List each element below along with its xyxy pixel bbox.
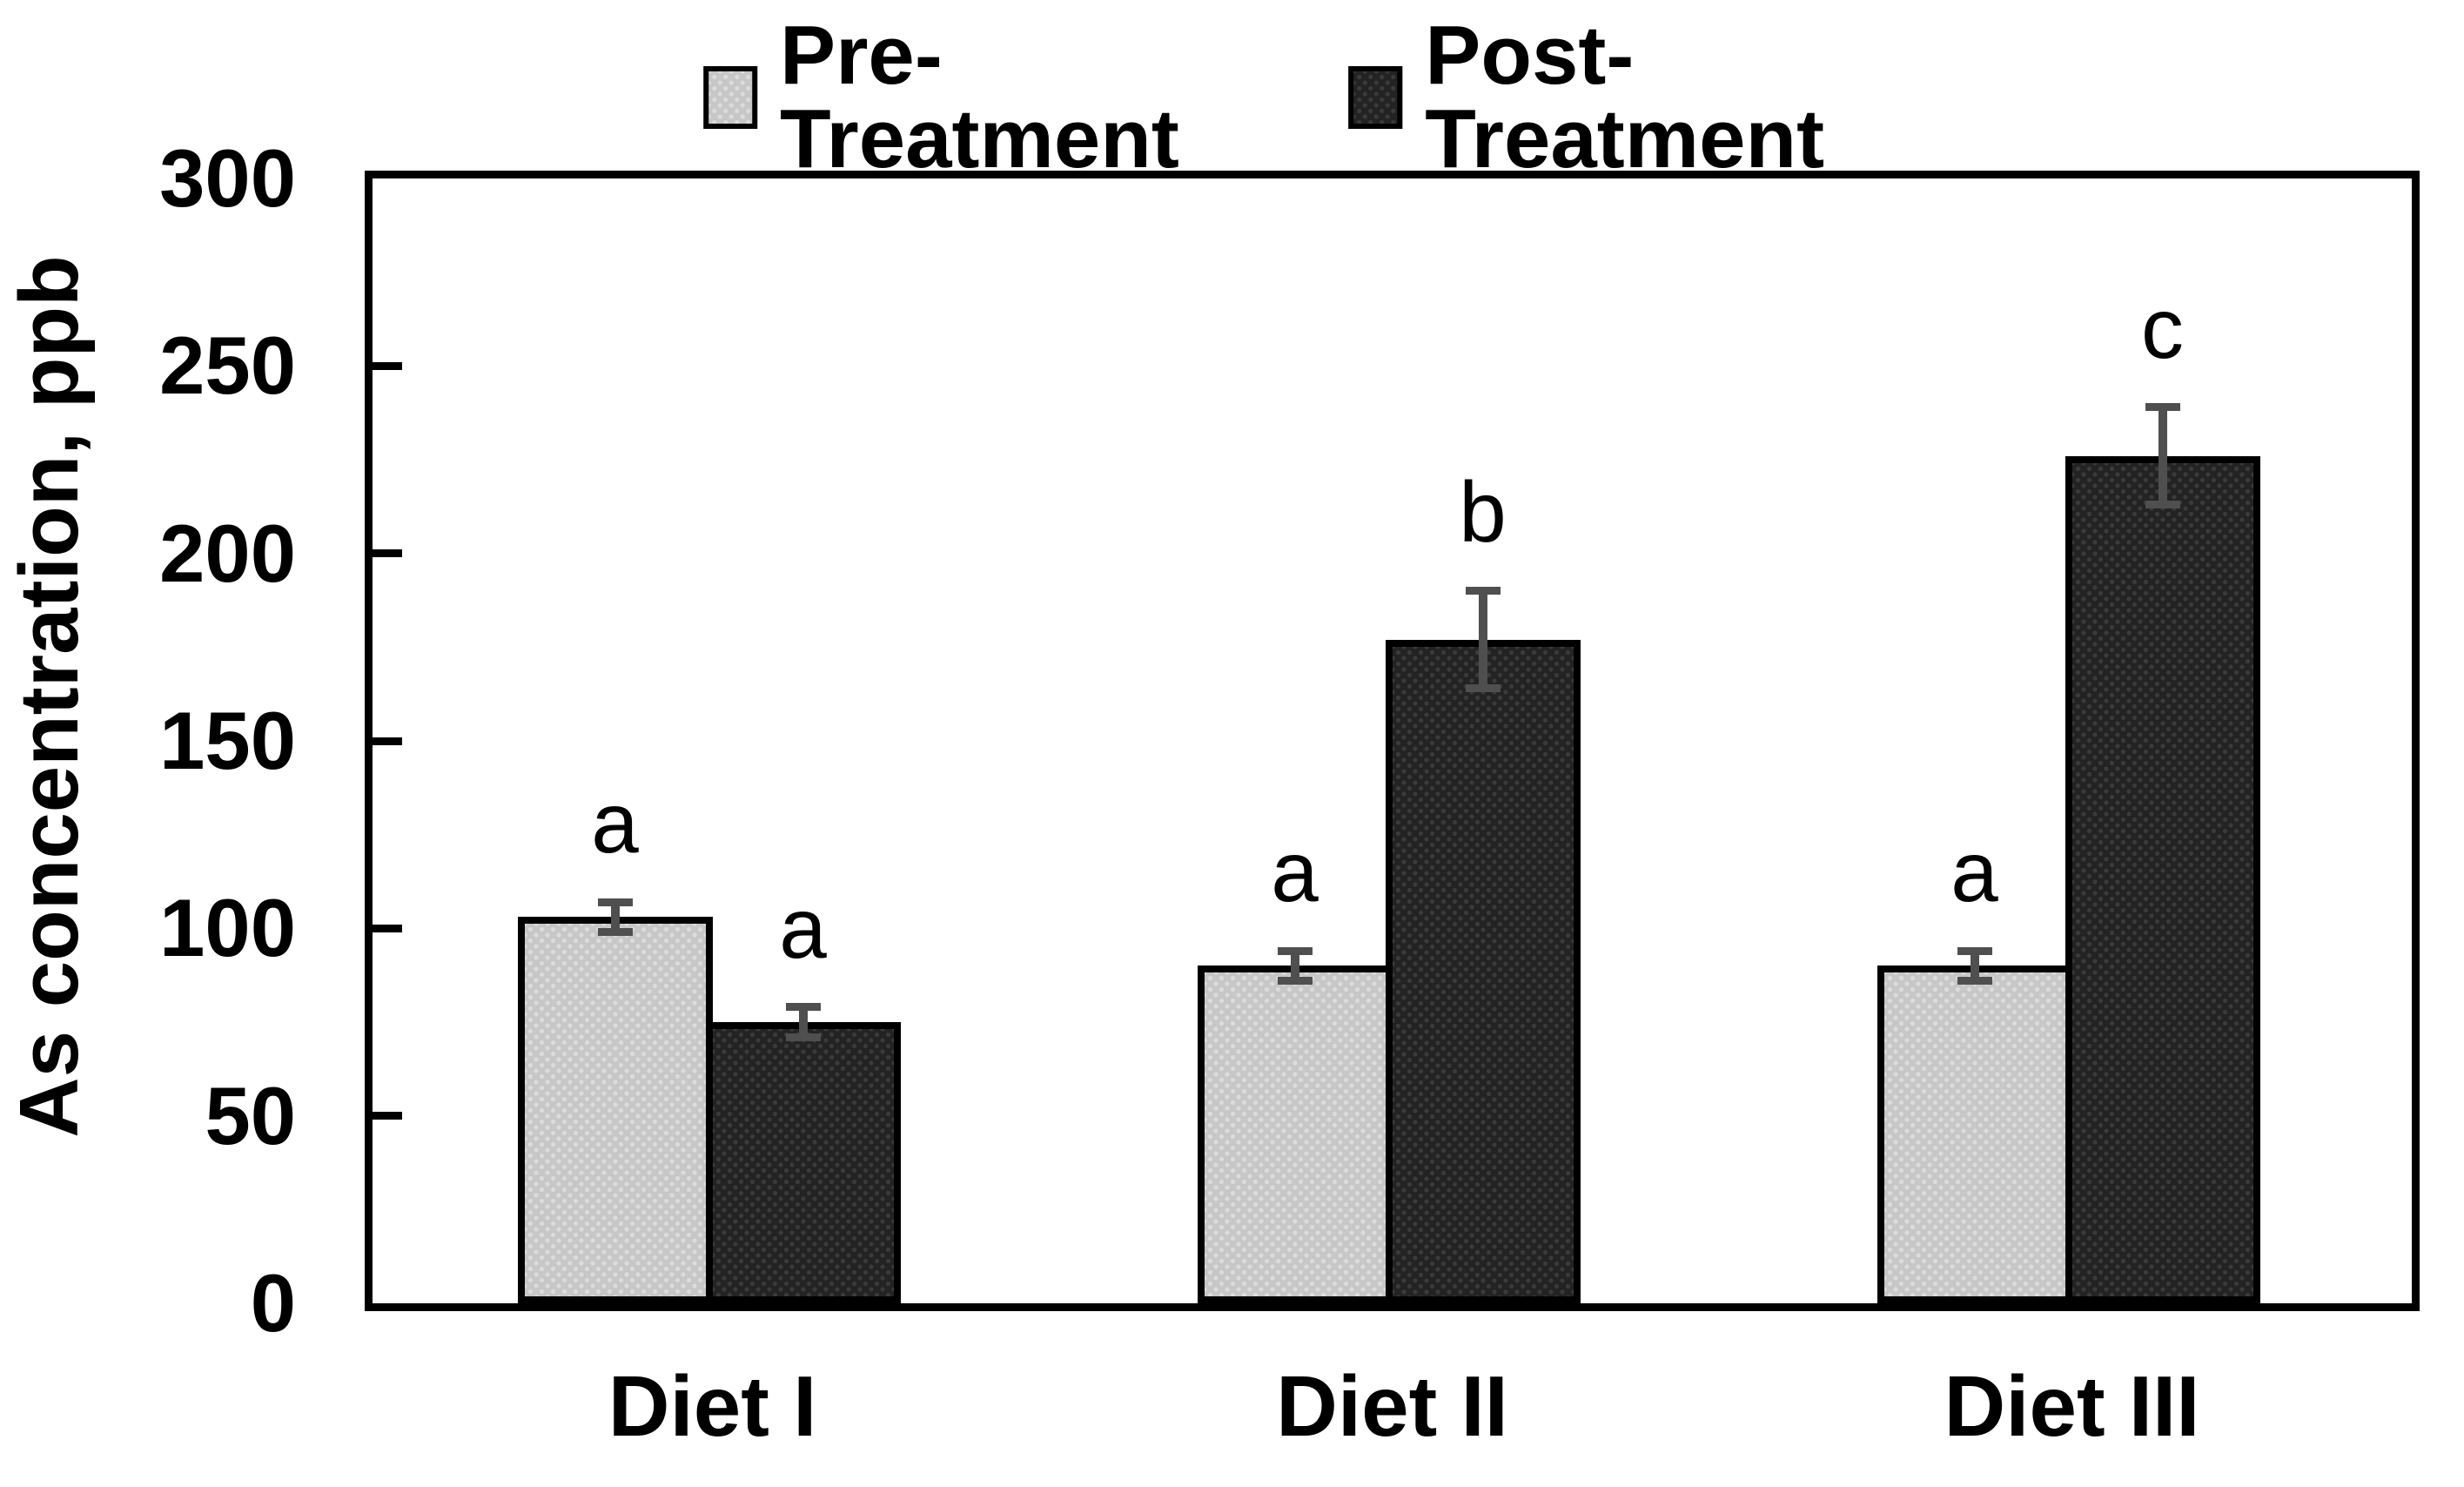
y-tick-mark (373, 361, 402, 370)
y-tick-label: 50 (205, 1069, 296, 1161)
error-bar-cap (597, 928, 633, 937)
error-bar-cap (597, 898, 633, 906)
significance-letter: a (591, 775, 639, 871)
error-bar-cap (1277, 946, 1313, 955)
plot-inner: a a a b a c (373, 178, 2412, 1303)
legend-label-post-treatment: Post-Treatment (1425, 9, 1825, 185)
y-tick-mark (373, 924, 402, 932)
bar-post-treatment-diet-i (705, 1022, 901, 1303)
error-bar-cap (2145, 501, 2180, 509)
error-bar-line (1290, 951, 1299, 981)
error-bar-cap (1465, 684, 1501, 693)
y-tick-label: 150 (159, 695, 296, 786)
y-tick-mark (373, 549, 402, 558)
significance-letter: c (2141, 279, 2184, 376)
y-tick-label: 200 (159, 507, 296, 599)
y-tick-label: 300 (159, 132, 296, 224)
x-axis-label: Diet I (608, 1358, 817, 1454)
bar-post-treatment-diet-iii (2065, 455, 2260, 1303)
bar-pre-treatment-diet-ii (1197, 966, 1393, 1303)
plot-area: a a a b a c (365, 171, 2420, 1311)
bar-pre-treatment-diet-i (517, 917, 713, 1303)
error-bar-cap (1957, 977, 1992, 986)
bar-pre-treatment-diet-iii (1877, 966, 2072, 1303)
x-axis-labels: Diet I Diet II Diet III (373, 1363, 2412, 1477)
y-tick-mark (373, 1112, 402, 1120)
legend-item-pre-treatment: Pre-Treatment (702, 9, 1251, 185)
error-bar-cap (1277, 977, 1313, 986)
significance-letter: a (1950, 824, 1998, 920)
post-treatment-swatch (1347, 66, 1403, 129)
error-bar-cap (1465, 587, 1501, 595)
error-bar-line (1970, 951, 1979, 981)
x-axis-label: Diet II (1276, 1358, 1508, 1454)
pre-treatment-swatch (702, 66, 758, 129)
significance-letter: a (1271, 824, 1319, 920)
error-bar-line (610, 902, 620, 932)
error-bar-cap (785, 1003, 821, 1012)
significance-letter: b (1459, 463, 1507, 560)
significance-letter: a (779, 879, 827, 976)
error-bar-line (1478, 590, 1487, 689)
y-tick-label: 100 (159, 882, 296, 974)
y-axis-tick-labels: 0 50 100 150 200 250 300 (0, 0, 296, 1487)
error-bar-line (798, 1006, 808, 1038)
error-bar-cap (1957, 946, 1992, 955)
error-bar-cap (2145, 403, 2180, 412)
bar-post-treatment-diet-ii (1385, 639, 1581, 1303)
legend-item-post-treatment: Post-Treatment (1347, 9, 1935, 185)
legend: Pre-Treatment Post-Treatment (702, 9, 1936, 185)
error-bar-cap (785, 1033, 821, 1041)
x-axis-label: Diet III (1944, 1358, 2200, 1454)
error-bar-line (2158, 407, 2167, 505)
y-tick-label: 0 (250, 1257, 296, 1349)
y-tick-mark (373, 737, 402, 745)
y-tick-label: 250 (159, 320, 296, 412)
legend-label-pre-treatment: Pre-Treatment (780, 9, 1179, 185)
